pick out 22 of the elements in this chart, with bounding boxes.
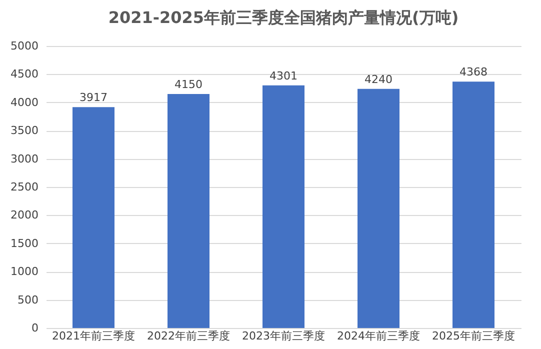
y-tick-label: 4000 <box>10 96 38 109</box>
x-tick-label: 2021年前三季度 <box>52 330 135 342</box>
data-label: 4301 <box>270 69 298 82</box>
x-tick-label: 2022年前三季度 <box>147 330 230 342</box>
y-tick-label: 3500 <box>10 124 38 138</box>
y-tick-label: 2000 <box>10 208 38 222</box>
x-tick-label: 2025年前三季度 <box>432 330 515 342</box>
y-tick-label: 5000 <box>10 40 38 52</box>
y-tick-label: 0 <box>32 322 38 334</box>
x-tick-label: 2023年前三季度 <box>242 330 325 342</box>
y-tick-label: 1500 <box>10 236 38 250</box>
data-label: 4240 <box>364 72 392 86</box>
data-label: 4150 <box>174 78 202 91</box>
y-tick-label: 3000 <box>10 152 38 166</box>
y-tick-label: 2500 <box>10 180 38 194</box>
y-tick-label: 4500 <box>10 68 38 81</box>
data-label: 3917 <box>80 91 108 104</box>
y-tick-label: 500 <box>18 293 38 306</box>
y-tick-label: 1000 <box>10 265 38 278</box>
data-label: 4368 <box>460 66 488 79</box>
x-tick-label: 2024年前三季度 <box>337 330 420 342</box>
chart-title: 2021-2025年前三季度全国猪肉产量情况(万吨) <box>108 8 459 27</box>
